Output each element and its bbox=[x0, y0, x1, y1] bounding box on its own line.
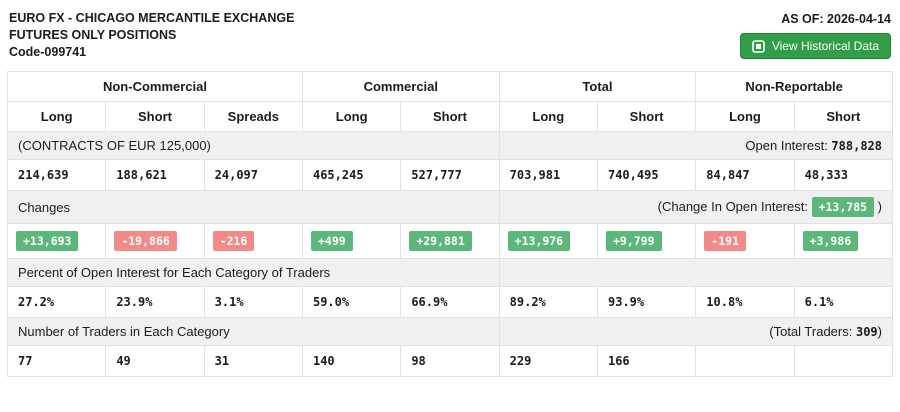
group-header-non-commercial: Non-Commercial bbox=[7, 71, 303, 102]
change-oi-prefix: (Change In Open Interest: bbox=[657, 199, 812, 214]
group-header-total: Total bbox=[498, 71, 697, 102]
change-cell: +13,976 bbox=[498, 223, 598, 259]
position-cell: 465,245 bbox=[301, 159, 402, 191]
change-cell: -216 bbox=[203, 223, 303, 259]
traders-band-row: Number of Traders in Each Category (Tota… bbox=[7, 317, 894, 346]
traders-cell: 31 bbox=[203, 345, 303, 377]
change-oi-suffix: ) bbox=[874, 199, 882, 214]
open-interest-label: Open Interest: bbox=[745, 138, 832, 153]
percent-band-spacer bbox=[498, 258, 894, 287]
percent-cell: 93.9% bbox=[596, 286, 697, 318]
change-cell: +13,693 bbox=[6, 223, 107, 259]
change-badge: +13,976 bbox=[507, 231, 571, 251]
changes-label: Changes bbox=[7, 190, 500, 224]
column-header: Long bbox=[695, 101, 795, 132]
position-cell: 740,495 bbox=[596, 159, 697, 191]
position-cell: 527,777 bbox=[400, 159, 500, 191]
group-header-commercial: Commercial bbox=[301, 71, 500, 102]
column-header: Short bbox=[400, 101, 500, 132]
position-cell: 214,639 bbox=[6, 159, 107, 191]
change-cell: +3,986 bbox=[793, 223, 894, 259]
traders-cell: 140 bbox=[301, 345, 402, 377]
column-header-row: Long Short Spreads Long Short Long Short… bbox=[6, 101, 894, 132]
change-cell: +499 bbox=[301, 223, 402, 259]
change-badge: -19,866 bbox=[114, 231, 177, 251]
traders-cell-empty bbox=[793, 345, 894, 377]
as-of-date: AS OF: 2026-04-14 bbox=[781, 12, 891, 26]
percent-cell: 23.9% bbox=[105, 286, 205, 318]
traders-row: 77 49 31 140 98 229 166 bbox=[6, 345, 894, 377]
percent-cell: 10.8% bbox=[695, 286, 795, 318]
percent-label: Percent of Open Interest for Each Catego… bbox=[7, 258, 500, 287]
position-cell: 24,097 bbox=[203, 159, 303, 191]
contracts-band-row: (CONTRACTS OF EUR 125,000) Open Interest… bbox=[7, 131, 894, 160]
traders-cell: 77 bbox=[6, 345, 107, 377]
report-code: Code-099741 bbox=[9, 45, 87, 59]
view-historical-data-label: View Historical Data bbox=[771, 39, 879, 53]
percent-cell: 6.1% bbox=[793, 286, 894, 318]
open-interest-cell: Open Interest: 788,828 bbox=[498, 131, 894, 160]
change-badge: +13,693 bbox=[16, 231, 79, 251]
traders-cell: 229 bbox=[498, 345, 598, 377]
change-badge: +29,881 bbox=[409, 231, 472, 251]
column-header: Long bbox=[301, 101, 402, 132]
change-open-interest-cell: (Change In Open Interest: +13,785 ) bbox=[498, 190, 894, 224]
topbar: EURO FX - CHICAGO MERCANTILE EXCHANGE FU… bbox=[7, 10, 893, 61]
column-header: Long bbox=[498, 101, 598, 132]
change-oi-badge: +13,785 bbox=[811, 197, 875, 217]
contracts-label: (CONTRACTS OF EUR 125,000) bbox=[7, 131, 500, 160]
open-interest-value: 788,828 bbox=[831, 139, 882, 153]
total-traders-value: 309 bbox=[855, 325, 878, 339]
page-title: EURO FX - CHICAGO MERCANTILE EXCHANGE bbox=[9, 11, 295, 25]
position-cell: 84,847 bbox=[695, 159, 795, 191]
page-subtitle: FUTURES ONLY POSITIONS bbox=[9, 28, 177, 42]
changes-row: +13,693 -19,866 -216 +499 +29,881 +13,97… bbox=[6, 223, 894, 259]
positions-row: 214,639 188,621 24,097 465,245 527,777 7… bbox=[6, 159, 894, 191]
change-badge: +499 bbox=[310, 231, 353, 251]
change-cell: +9,799 bbox=[596, 223, 697, 259]
position-cell: 703,981 bbox=[498, 159, 598, 191]
report-titles: EURO FX - CHICAGO MERCANTILE EXCHANGE FU… bbox=[9, 10, 294, 61]
traders-cell: 98 bbox=[400, 345, 500, 377]
traders-cell: 166 bbox=[596, 345, 697, 377]
total-traders-suffix: ) bbox=[877, 324, 882, 339]
column-header: Short bbox=[105, 101, 205, 132]
traders-cell-empty bbox=[695, 345, 795, 377]
total-traders-cell: (Total Traders: 309) bbox=[498, 317, 894, 346]
change-badge: -191 bbox=[704, 231, 746, 251]
changes-band-row: Changes (Change In Open Interest: +13,78… bbox=[7, 190, 894, 224]
percent-cell: 66.9% bbox=[400, 286, 500, 318]
percents-row: 27.2% 23.9% 3.1% 59.0% 66.9% 89.2% 93.9%… bbox=[6, 286, 894, 318]
change-cell: +29,881 bbox=[400, 223, 500, 259]
view-historical-data-button[interactable]: View Historical Data bbox=[739, 33, 891, 59]
percent-cell: 59.0% bbox=[301, 286, 402, 318]
change-badge: -216 bbox=[212, 231, 255, 251]
cot-report-page: EURO FX - CHICAGO MERCANTILE EXCHANGE FU… bbox=[6, 10, 894, 377]
topbar-right: AS OF: 2026-04-14 View Historical Data bbox=[739, 10, 891, 59]
historical-data-icon bbox=[752, 39, 765, 53]
column-header: Short bbox=[793, 101, 894, 132]
change-badge: +9,799 bbox=[605, 231, 662, 251]
change-badge: +3,986 bbox=[802, 231, 859, 251]
change-cell: -191 bbox=[695, 223, 795, 259]
position-cell: 48,333 bbox=[793, 159, 894, 191]
traders-label: Number of Traders in Each Category bbox=[7, 317, 500, 346]
group-header-row: Non-Commercial Commercial Total Non-Repo… bbox=[7, 71, 893, 102]
column-header: Long bbox=[6, 101, 107, 132]
percent-cell: 89.2% bbox=[498, 286, 598, 318]
position-cell: 188,621 bbox=[105, 159, 205, 191]
percent-band-row: Percent of Open Interest for Each Catego… bbox=[7, 258, 894, 287]
group-header-non-reportable: Non-Reportable bbox=[695, 71, 893, 102]
percent-cell: 3.1% bbox=[203, 286, 303, 318]
traders-cell: 49 bbox=[105, 345, 205, 377]
percent-cell: 27.2% bbox=[6, 286, 107, 318]
total-traders-prefix: (Total Traders: bbox=[769, 324, 856, 339]
column-header: Short bbox=[596, 101, 697, 132]
change-cell: -19,866 bbox=[105, 223, 205, 259]
cot-table: Non-Commercial Commercial Total Non-Repo… bbox=[6, 71, 894, 377]
column-header: Spreads bbox=[203, 101, 303, 132]
